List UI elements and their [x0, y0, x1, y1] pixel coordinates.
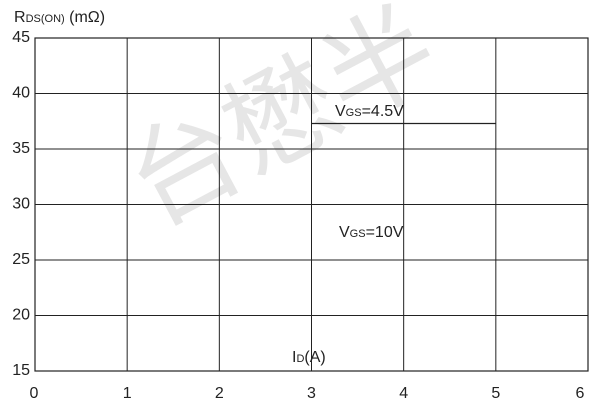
y-axis-label-unit: (mΩ) — [65, 9, 105, 26]
x-axis-label-main: I — [292, 349, 296, 366]
x-tick-label: 4 — [399, 385, 408, 402]
y-tick-label: 20 — [12, 307, 30, 324]
x-tick-label: 5 — [491, 385, 500, 402]
grid — [35, 38, 588, 371]
y-tick-label: 25 — [12, 251, 30, 268]
x-axis-label-sub: D — [296, 353, 304, 365]
series-label-vgs-10v-rest: =10V — [366, 224, 404, 241]
series-label-vgs-4-5v-rest: =4.5V — [362, 103, 405, 120]
y-axis-label-sub: DS(ON) — [26, 13, 65, 25]
x-axis-label: ID(A) — [292, 349, 326, 366]
y-tick-label: 45 — [12, 29, 30, 46]
x-tick-label: 3 — [307, 385, 316, 402]
y-axis-label-main: R — [14, 9, 26, 26]
x-axis-label-unit: (A) — [304, 349, 325, 366]
y-tick-labels: 15 20 25 30 35 40 45 — [12, 29, 30, 379]
x-tick-label: 1 — [123, 385, 132, 402]
series-label-vgs-4-5v-main: V — [335, 103, 346, 120]
series-label-vgs-10v-main: V — [339, 224, 350, 241]
y-tick-label: 40 — [12, 85, 30, 102]
y-axis-label: RDS(ON) (mΩ) — [14, 9, 105, 26]
series-label-vgs-10v-sub: GS — [350, 228, 366, 240]
series-label-vgs-10v: VGS=10V — [339, 224, 404, 241]
x-tick-label: 0 — [30, 385, 39, 402]
series-label-vgs-4-5v-sub: GS — [346, 107, 362, 119]
y-tick-label: 35 — [12, 140, 30, 157]
x-tick-label: 6 — [576, 385, 585, 402]
x-tick-labels: 0 1 2 3 4 5 6 — [30, 385, 585, 402]
y-tick-label: 30 — [12, 196, 30, 213]
x-tick-label: 2 — [215, 385, 224, 402]
y-tick-label: 15 — [12, 362, 30, 379]
plot-frame — [34, 37, 589, 372]
series-label-vgs-4-5v: VGS=4.5V — [335, 103, 404, 120]
